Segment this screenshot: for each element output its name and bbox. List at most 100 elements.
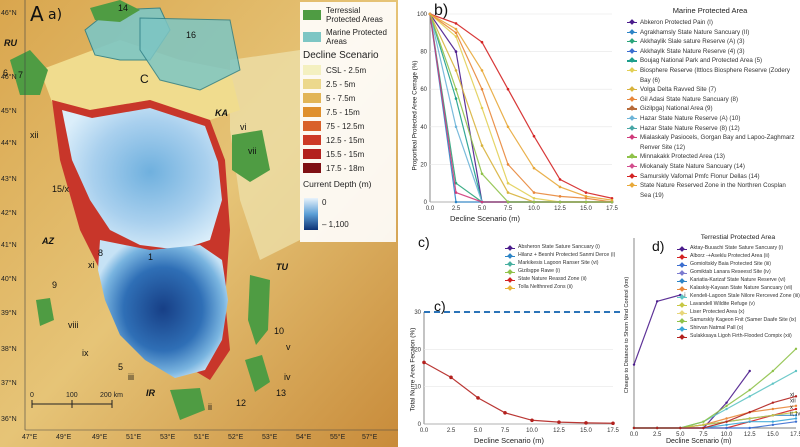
lon-label: 54°E — [296, 434, 312, 441]
depth-max-label: 0 — [322, 198, 327, 207]
legend-marker-icon — [626, 172, 640, 180]
legend-scenario-item: 17.5 - 18m — [303, 161, 393, 175]
scale-label: 200 km — [100, 392, 123, 399]
chart-d-point — [771, 382, 775, 385]
chart-d-point — [725, 407, 728, 411]
legend-decline-title: Decline Scenario — [303, 50, 379, 61]
chart-b-point — [506, 181, 510, 185]
chart-d-point — [771, 407, 775, 411]
chart-d-point — [725, 426, 728, 430]
legend-entry: Kariatia-Karizaf State Nature Reserve (v… — [676, 277, 800, 285]
legend-entry: Gil Adasi State Nature Sancuary (8) — [626, 95, 798, 105]
chart-b-point — [558, 178, 562, 181]
legend-scenario-item: 2.5 - 5m — [303, 77, 393, 91]
legend-entry: Gomiktab Lanara Reseesd Site (iv) — [676, 269, 800, 277]
chart-b-point — [584, 191, 588, 194]
chart-d-x-tick: 15.0 — [767, 432, 779, 438]
legend-entry: Volga Delta Ravved Site (7) — [626, 85, 798, 95]
chart-d-point — [794, 369, 798, 373]
chart-b-point — [532, 196, 536, 200]
legend-scenario-swatch — [303, 135, 321, 145]
legend-marker-icon — [676, 253, 690, 261]
chart-b-series-line — [429, 13, 612, 203]
chart-b-y-tick: 60 — [420, 87, 427, 93]
legend-entry: Abkeron Protected Pain (I) — [626, 18, 798, 28]
legend-marker-icon — [676, 269, 690, 277]
chart-d-point — [655, 426, 659, 430]
legend-marker-icon — [504, 268, 518, 276]
chart-d-x-tick: 7.5 — [699, 432, 708, 438]
legend-scenario-swatch — [303, 163, 321, 173]
chart-b-y-tick: 0 — [424, 200, 428, 206]
terrestrial-area-ix — [36, 298, 54, 326]
lat-label: 37°N — [1, 380, 17, 387]
legend-marker-icon — [626, 114, 640, 122]
chart-d-x-tick: 10.0 — [721, 432, 733, 438]
lat-label: 46°N — [1, 74, 17, 81]
lon-label: 51°E — [126, 434, 142, 441]
chart-b-point — [480, 40, 484, 44]
legend-marker-icon — [504, 276, 518, 284]
chart-d-series-line — [634, 395, 797, 429]
panel-c-ylabel: Total Nurre Area Fecaion (%) — [409, 327, 417, 412]
lat-label: 36°N — [1, 416, 17, 423]
chart-d-end-label: xi — [790, 392, 794, 398]
legend-entry: Akkhaylik Slale sature Reserve (A) (3) — [626, 37, 798, 47]
panel-d-title: Terrestial Protected Area — [700, 234, 776, 241]
chart-b-point — [610, 196, 614, 200]
area-roman: xii — [30, 130, 39, 140]
chart-b-point — [480, 106, 484, 110]
chart-d-point — [794, 417, 798, 420]
legend-marker-icon — [626, 104, 640, 112]
terrestrial-area-13 — [245, 355, 270, 392]
area-roman: viii — [68, 320, 79, 330]
legend-entry: Liser Protected Area (x) — [676, 309, 800, 317]
chart-b-point — [584, 200, 588, 204]
chart-c-point — [476, 396, 480, 400]
area-roman: v — [286, 342, 291, 352]
legend-entry: Gomioltskly Baia Protected Site (iii) — [676, 261, 800, 269]
chart-c-point — [449, 375, 453, 380]
chart-d-point — [794, 414, 798, 417]
terrestrial-area-vii — [232, 130, 270, 182]
area-roman: ix — [82, 348, 89, 358]
legend-entry: Absheron State Sature Sancuary (i) — [504, 244, 624, 252]
legend-entry: State Nature Reserved Zone in the Northr… — [626, 181, 798, 200]
chart-b-point — [428, 12, 432, 16]
panel-b-label: b) — [434, 2, 449, 19]
panel-b-ylabel: Proportieal Protected Aree Cerrage (%) — [411, 60, 419, 171]
lat-label: 44°N — [1, 140, 17, 147]
chart-b-point — [454, 200, 458, 204]
legend-marker-icon — [626, 28, 640, 36]
legend-marker-icon — [626, 56, 640, 64]
legend-marker-icon — [626, 37, 640, 45]
chart-d-point — [794, 395, 798, 398]
legend-marker-icon — [626, 95, 640, 103]
chart-b-y-tick: 100 — [417, 12, 428, 18]
panel-c-xlabel: Decline Scenario (m) — [474, 436, 545, 445]
panel-d-label: d) — [652, 238, 665, 254]
area-roman: vii — [248, 146, 257, 156]
panel-a-letter: A — [30, 2, 44, 26]
chart-b-y-tick: 40 — [420, 125, 427, 131]
chart-d-point — [794, 347, 798, 351]
region-label-tu: TU — [276, 262, 288, 272]
legend-marker-icon — [676, 293, 690, 301]
chart-c-x-tick: 5.0 — [474, 428, 483, 434]
terrestrial-area-10 — [248, 275, 270, 345]
legend-entry: Gizilpga) National Area (9) — [626, 104, 798, 114]
legend-entry: State Nature Reassd Zone (ii) — [504, 276, 624, 284]
terrestrial-area-ii — [170, 388, 205, 420]
legend-entry: Gizilsgpe Rawe (i) — [504, 268, 624, 276]
chart-b-point — [610, 198, 614, 202]
chart-b-point — [454, 87, 458, 91]
panel-b-xlabel: Decline Scenario (m) — [450, 214, 521, 223]
chart-c-point — [422, 360, 426, 365]
legend-entry: Akkhaylk State Nature Reserve (4) (3) — [626, 47, 798, 57]
legend-entry: Alborz -+Aseklu Protected Area (ii) — [676, 253, 800, 261]
area-roman: vi — [240, 122, 247, 132]
region-label-az: AZ — [42, 236, 54, 246]
legend-marker-icon — [676, 261, 690, 269]
chart-c-y-tick: 20 — [414, 347, 421, 353]
mpa-legend: Marine Protected Area Abkeron Protected … — [620, 0, 800, 232]
